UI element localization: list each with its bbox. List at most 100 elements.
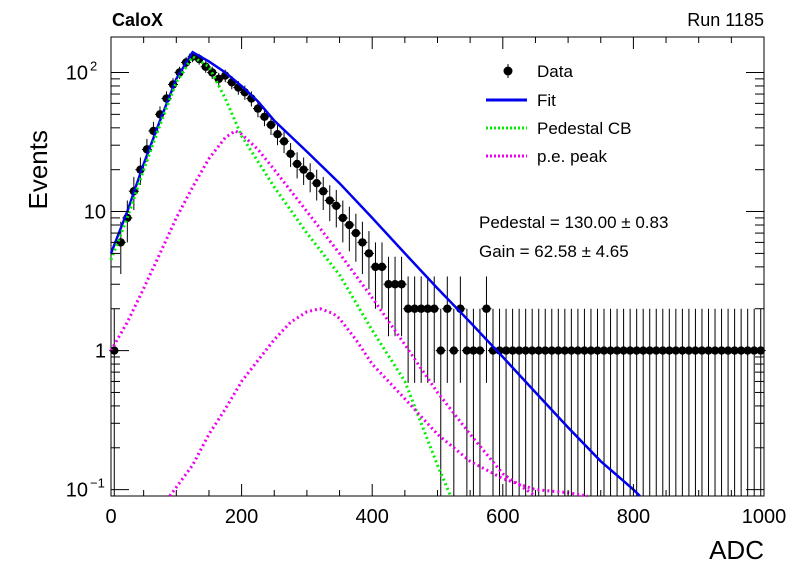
legend-fit-label: Fit — [537, 91, 556, 110]
data-point — [514, 346, 524, 355]
data-point — [403, 304, 413, 313]
data-point — [593, 346, 602, 355]
legend-pe-peak-label: p.e. peak — [537, 147, 607, 166]
data-point — [691, 346, 700, 355]
data-point — [253, 104, 263, 113]
x-tick-label: 400 — [356, 506, 389, 528]
x-tick-label: 0 — [105, 506, 116, 528]
data-point — [665, 346, 674, 355]
data-point — [345, 220, 354, 230]
data-point — [710, 346, 720, 355]
data-point — [279, 137, 289, 146]
legend-item-pe-peak: p.e. peak — [486, 147, 607, 166]
data-point — [697, 346, 707, 355]
data-point — [534, 346, 543, 355]
data-point — [638, 346, 648, 355]
data-point — [475, 346, 485, 355]
data-point — [266, 120, 276, 130]
x-tick-label: 600 — [486, 506, 519, 528]
data-point — [410, 304, 419, 313]
x-tick-label: 1000 — [742, 506, 787, 528]
legend-pedestal-label: Pedestal CB — [537, 119, 632, 138]
data-point — [567, 346, 576, 355]
data-point — [449, 346, 459, 355]
run-label: Run 1185 — [687, 10, 764, 30]
data-layer — [109, 50, 766, 498]
data-point — [469, 346, 478, 355]
fit-results: Pedestal = 130.00 ± 0.83 Gain = 62.58 ± … — [479, 213, 668, 261]
data-point — [671, 346, 681, 355]
pedestal-result: Pedestal = 130.00 ± 0.83 — [479, 213, 668, 232]
data-point — [521, 346, 530, 355]
data-point — [723, 346, 733, 355]
data-point — [736, 346, 746, 355]
data-point — [332, 201, 341, 210]
data-point — [625, 346, 635, 355]
data-point — [580, 346, 589, 355]
data-point — [338, 213, 348, 223]
pe-peak-curve — [109, 129, 537, 498]
fit-curve — [109, 50, 641, 497]
data-point — [684, 346, 694, 355]
data-point — [619, 346, 628, 355]
data-point — [351, 228, 361, 238]
y-tick-exponent: 2 — [90, 58, 97, 73]
data-point — [325, 196, 334, 205]
gain-result: Gain = 62.58 ± 4.65 — [479, 242, 629, 261]
y-tick-label: 1 — [95, 341, 106, 363]
y-axis-label: Events — [23, 130, 53, 210]
y-tick-label: 10 — [84, 202, 106, 224]
y-tick-label: 10 — [66, 62, 88, 84]
pe-peak-curve — [168, 307, 588, 498]
legend-item-data: Data — [503, 62, 573, 81]
data-point — [397, 280, 406, 289]
data-point — [730, 346, 739, 355]
data-point — [292, 159, 302, 169]
legend-item-fit: Fit — [486, 91, 556, 110]
data-point — [541, 346, 550, 355]
data-point — [312, 178, 321, 188]
data-point — [645, 346, 654, 355]
data-point — [260, 112, 269, 122]
data-point — [573, 346, 583, 355]
experiment-label: CaloX — [112, 10, 163, 30]
y-tick-exponent: −1 — [90, 476, 105, 491]
data-point — [305, 171, 315, 181]
data-point — [390, 280, 400, 289]
data-point — [508, 346, 517, 355]
x-axis-label: ADC — [709, 535, 764, 565]
data-point — [319, 187, 328, 196]
data-point — [286, 149, 295, 159]
pedestal-cb-curve — [109, 54, 452, 497]
legend-data-label: Data — [537, 62, 573, 81]
data-point — [430, 304, 439, 313]
data-point — [416, 304, 426, 313]
data-point — [423, 304, 432, 313]
data-point — [599, 346, 609, 355]
legend: Data Fit Pedestal CB p.e. peak — [486, 62, 632, 166]
data-point — [612, 346, 622, 355]
data-point — [462, 346, 472, 355]
data-point — [501, 346, 511, 355]
data-point — [554, 346, 563, 355]
x-tick-label: 200 — [225, 506, 258, 528]
data-point — [658, 346, 667, 355]
data-point — [482, 304, 491, 313]
data-point — [527, 346, 537, 355]
y-tick-label: 10 — [66, 480, 88, 502]
data-point — [717, 346, 726, 355]
data-point — [273, 129, 282, 139]
legend-data-marker — [503, 66, 513, 76]
data-point — [704, 346, 713, 355]
data-point — [299, 165, 308, 174]
data-point — [364, 249, 374, 258]
data-point — [358, 238, 367, 247]
data-point — [678, 346, 687, 355]
x-tick-label: 800 — [617, 506, 650, 528]
data-point — [443, 304, 452, 313]
data-point — [371, 262, 380, 272]
data-point — [377, 262, 387, 272]
data-point — [560, 346, 570, 355]
